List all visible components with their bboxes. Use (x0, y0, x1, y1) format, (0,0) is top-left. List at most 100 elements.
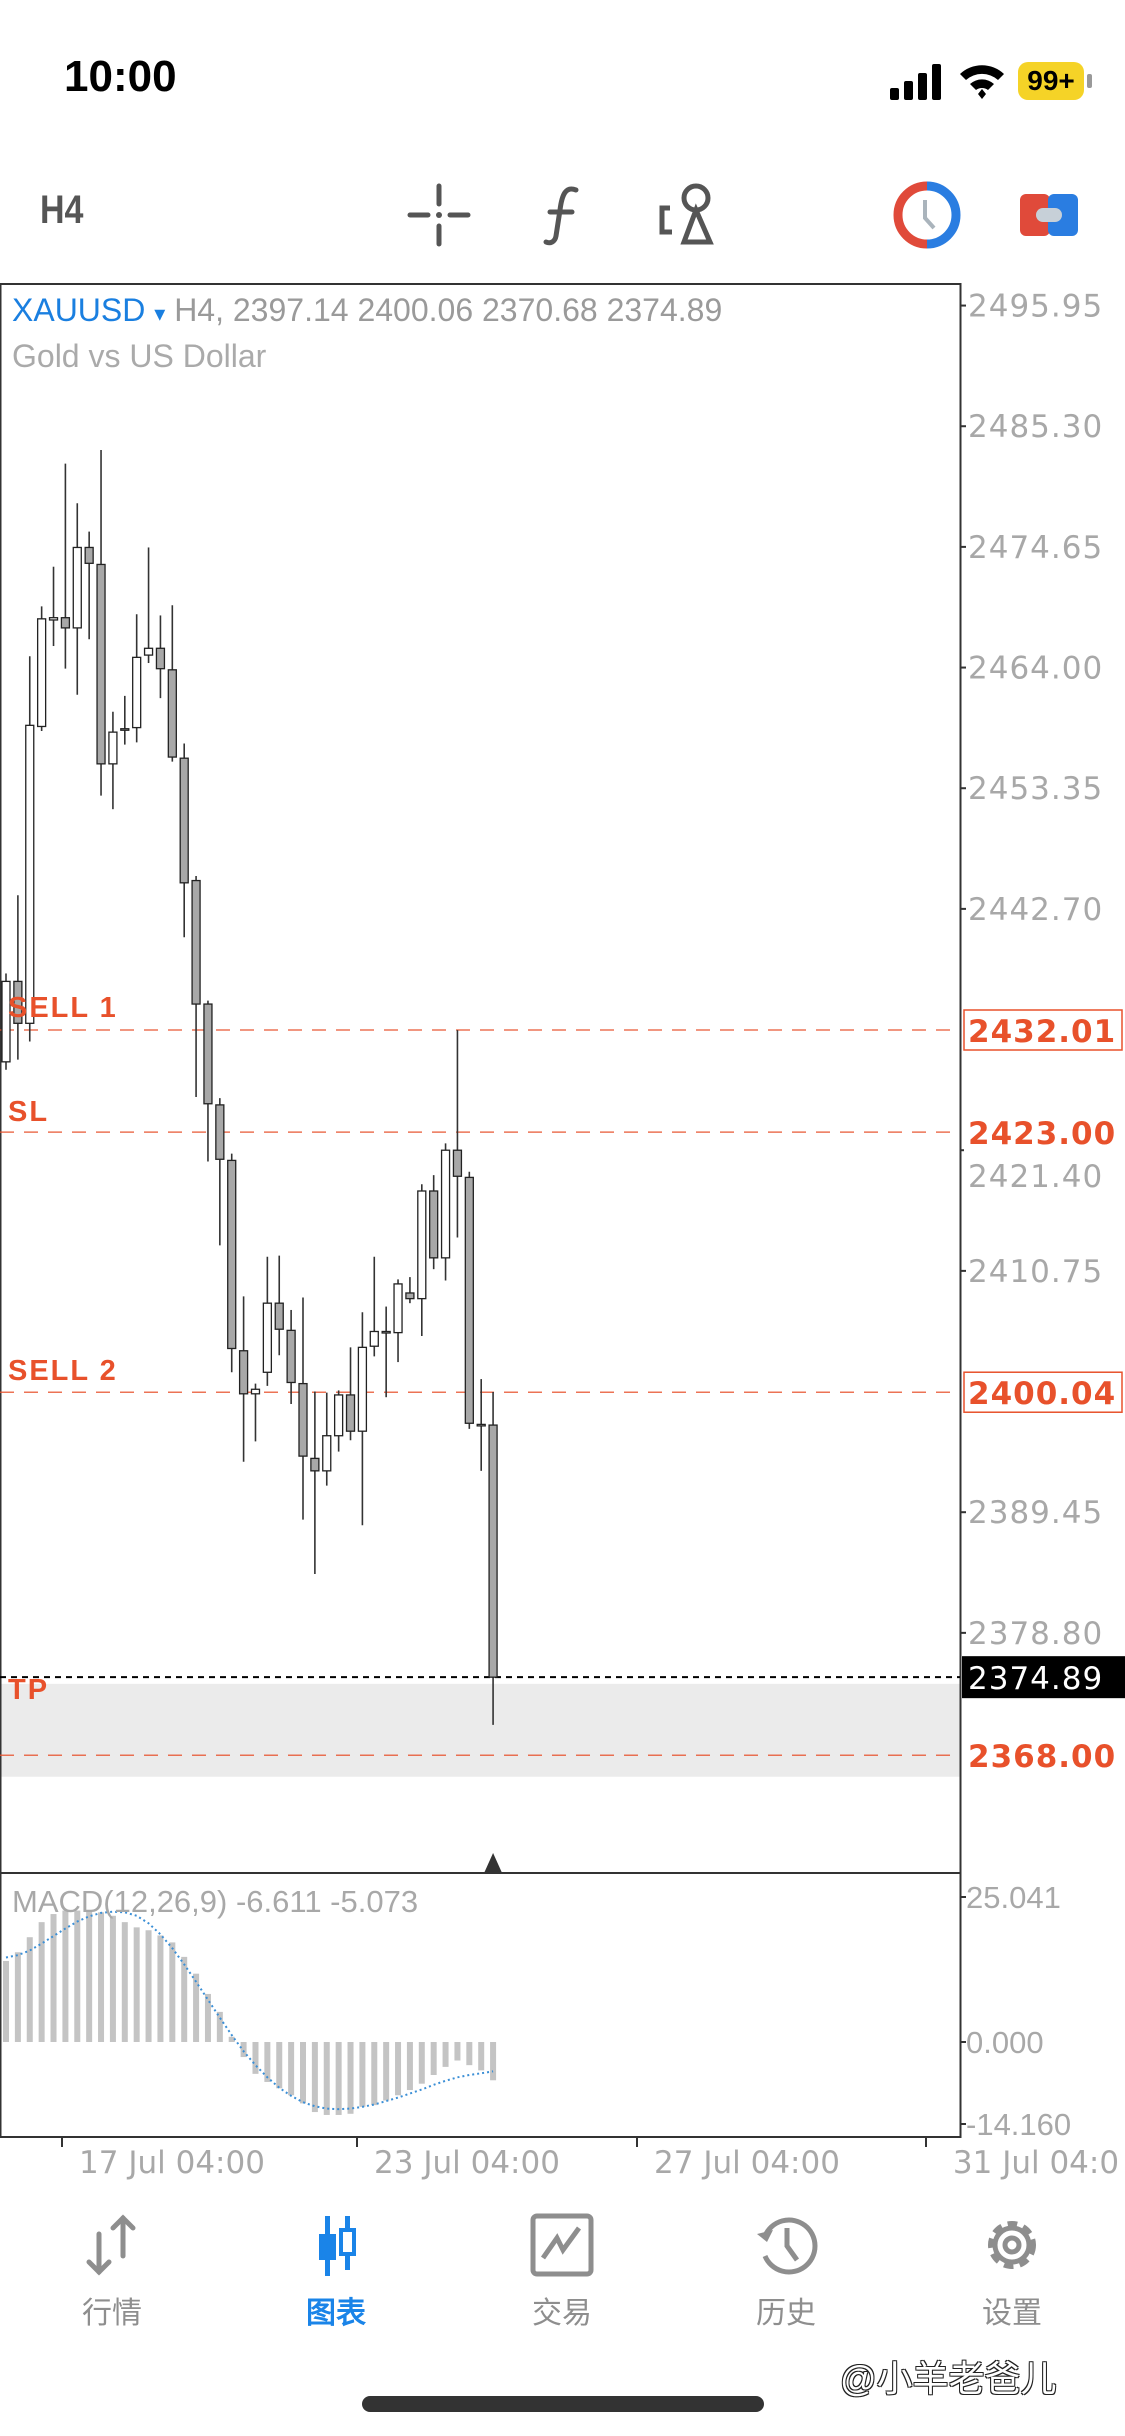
candle-body (440, 1149, 451, 1259)
candle-body (405, 1292, 415, 1300)
time-tick-label: 31 Jul 04:0 (953, 2145, 1119, 2181)
macd-histogram-bar (26, 1937, 33, 2042)
candle-body (25, 724, 35, 1024)
candle-body (322, 1435, 332, 1472)
symbol-description: Gold vs US Dollar (12, 338, 267, 374)
tab-chart[interactable]: 图表 (266, 2210, 406, 2332)
candle-body (84, 546, 94, 564)
candle-body (250, 1388, 261, 1395)
macd-histogram-bar (98, 1912, 105, 2042)
candle-body (286, 1329, 296, 1384)
macd-histogram-bar (466, 2042, 473, 2066)
macd-histogram-bar (133, 1927, 140, 2042)
candle-body (132, 656, 142, 729)
level-price-label: 2368.00 (968, 1739, 1116, 1775)
timeframe-button[interactable]: H4 (40, 188, 84, 232)
candle-body (464, 1176, 474, 1424)
candle-body (120, 728, 130, 731)
level-price-box (964, 1112, 1122, 1153)
candle-body (155, 647, 166, 670)
price-tick-label: 2421.40 (968, 1159, 1103, 1195)
watermark: @小羊老爸儿 (840, 2358, 1057, 2399)
function-icon[interactable] (528, 180, 598, 250)
macd-histogram-bar (288, 2042, 295, 2096)
candle-body (488, 1424, 498, 1678)
macd-histogram-bar (430, 2042, 437, 2076)
tab-label: 设置 (982, 2297, 1042, 2330)
candle-body (333, 1394, 344, 1437)
macd-histogram-bar (240, 2042, 247, 2058)
tab-history[interactable]: 历史 (716, 2210, 856, 2332)
macd-histogram-bar (371, 2042, 378, 2106)
tab-quotes[interactable]: 行情 (42, 2210, 182, 2332)
home-indicator[interactable] (362, 2396, 764, 2412)
time-tick-label: 23 Jul 04:00 (374, 2145, 560, 2181)
candle-body (238, 1350, 249, 1395)
candle-body (191, 879, 201, 1005)
candle-body (60, 617, 71, 629)
macd-histogram-bar (109, 1915, 116, 2042)
candle-body (203, 1003, 213, 1105)
symbol-selector[interactable]: XAUUSD (12, 292, 146, 328)
tab-trade[interactable]: 交易 (492, 2210, 632, 2332)
level-label-sl: SL (8, 1096, 50, 1128)
macd-histogram-bar (276, 2042, 283, 2089)
macd-histogram-bar (359, 2042, 366, 2107)
candle-body (215, 1104, 225, 1160)
macd-histogram-bar (383, 2042, 390, 2101)
current-price-box (962, 1656, 1125, 1699)
candle-body (429, 1190, 439, 1259)
macd-label: MACD(12,26,9) -6.611 -5.073 (12, 1884, 419, 1919)
tab-label: 交易 (532, 2297, 592, 2330)
tab-label: 行情 (82, 2297, 142, 2330)
candle-body (345, 1394, 356, 1432)
price-chart[interactable]: 2495.95 2485.30 2474.65 2464.00 2453.35 2442.… (0, 0, 1125, 2200)
macd-tick-label: 0.000 (966, 2025, 1044, 2060)
tab-settings[interactable]: 设置 (942, 2210, 1082, 2332)
price-tick-label: 2495.95 (968, 289, 1103, 325)
macd-histogram-bar (395, 2042, 402, 2096)
macd-histogram-bar (62, 1910, 69, 2042)
macd-histogram-bar (252, 2042, 259, 2074)
candle-body (96, 563, 106, 765)
trade-chart-icon (530, 2213, 594, 2277)
time-tick-label: 27 Jul 04:00 (654, 2145, 840, 2181)
chart-candles-icon (319, 2216, 356, 2276)
macd-histogram-bar (181, 1956, 188, 2042)
tab-label: 历史 (756, 2297, 816, 2330)
macd-histogram-bar (406, 2042, 413, 2091)
macd-signal-line (5, 1910, 494, 2111)
macd-histogram-bar (216, 2011, 223, 2042)
crosshair-icon[interactable] (404, 180, 474, 250)
candle-body (13, 980, 23, 1024)
macd-histogram-bar (347, 2042, 354, 2114)
candle-body (143, 647, 154, 656)
quotes-arrows-icon (86, 2214, 136, 2276)
wifi-icon (960, 65, 1004, 99)
macd-histogram-bar (121, 1922, 128, 2042)
level-label-tp: TP (8, 1674, 50, 1706)
current-price-label: 2374.89 (968, 1661, 1103, 1697)
dropdown-arrow-icon[interactable]: ▾ (154, 301, 166, 326)
macd-histogram-bar (86, 1910, 93, 2042)
candle-body (393, 1283, 403, 1334)
settings-gear-icon (988, 2221, 1036, 2269)
cellular-signal-icon (890, 64, 941, 100)
trade-clock-icon[interactable] (892, 180, 962, 250)
chart-header: XAUUSD ▾ H4, 2397.14 2400.06 2370.68 237… (12, 292, 722, 329)
ohlc-readout: H4, 2397.14 2400.06 2370.68 2374.89 (174, 292, 723, 328)
objects-icon[interactable] (652, 180, 722, 250)
level-price-label: 2423.00 (968, 1116, 1116, 1152)
macd-histogram-bar (3, 1960, 9, 2042)
macd-histogram-bar (145, 1930, 152, 2042)
one-click-trading-icon[interactable] (1014, 180, 1084, 250)
tab-label: 图表 (306, 2297, 366, 2330)
macd-tick-label: -14.160 (966, 2107, 1071, 2142)
price-tick-label: 2442.70 (968, 892, 1103, 928)
level-price-label: 2432.01 (968, 1014, 1116, 1050)
macd-histogram-bar (50, 1914, 57, 2042)
candle-body (298, 1382, 308, 1457)
current-bar-marker-icon (484, 1853, 503, 1873)
macd-histogram-bar (418, 2042, 425, 2084)
macd-histogram-bar (454, 2042, 461, 2061)
